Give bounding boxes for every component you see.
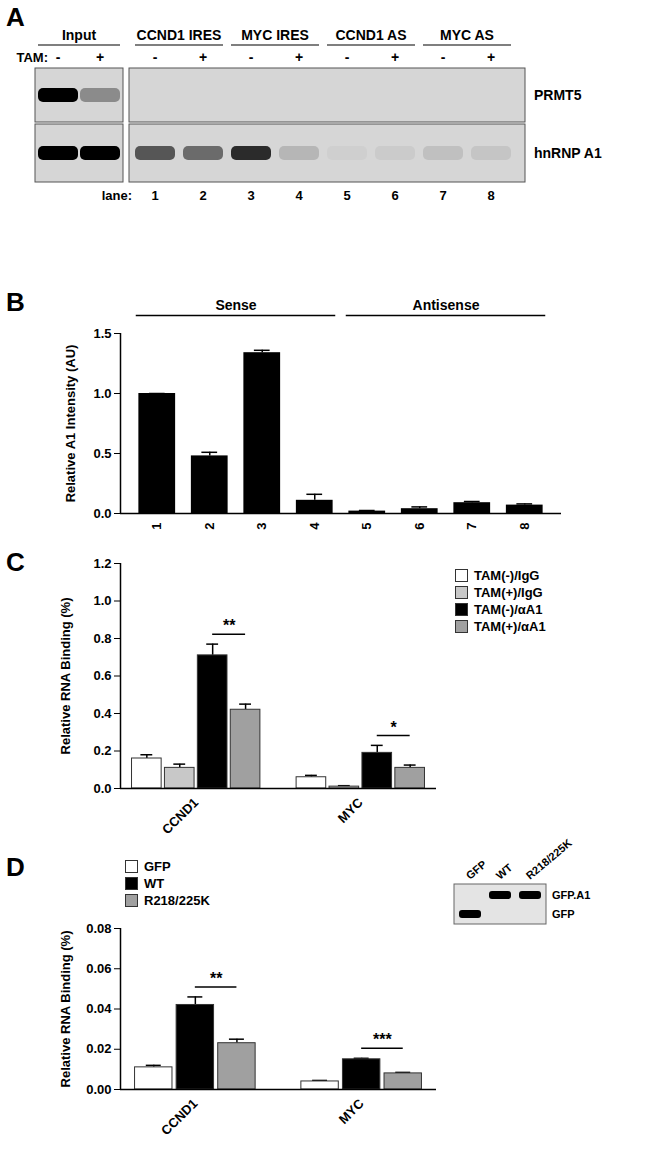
svg-text:TAM:: TAM: (16, 50, 48, 65)
svg-text:Relative RNA Binding (%): Relative RNA Binding (%) (58, 931, 73, 1088)
svg-text:Antisense: Antisense (413, 297, 480, 313)
svg-text:MYC IRES: MYC IRES (241, 27, 309, 43)
svg-text:lane:: lane: (102, 188, 132, 203)
svg-text:***: *** (373, 1031, 392, 1048)
svg-text:7: 7 (464, 523, 479, 530)
html-text:TAM(-)/αA1: TAM(-)/αA1 (474, 602, 543, 617)
svg-text:0.6: 0.6 (93, 668, 111, 683)
svg-text:2: 2 (199, 188, 206, 203)
svg-text:+: + (295, 49, 303, 65)
svg-text:0.8: 0.8 (93, 631, 111, 646)
svg-text:GFP.A1: GFP.A1 (552, 889, 590, 901)
svg-text:1: 1 (149, 523, 164, 530)
svg-text:-: - (249, 49, 254, 65)
svg-text:4: 4 (307, 522, 322, 530)
svg-text:8: 8 (517, 523, 532, 530)
svg-text:**: ** (210, 970, 223, 987)
svg-text:-: - (153, 49, 158, 65)
svg-text:GFP: GFP (552, 908, 575, 920)
svg-text:MYC: MYC (336, 1095, 367, 1126)
html-text:GFP: GFP (144, 859, 171, 874)
svg-text:0.5: 0.5 (93, 446, 111, 461)
svg-text:3: 3 (247, 188, 254, 203)
svg-text:0.04: 0.04 (86, 1001, 112, 1016)
svg-text:0.0: 0.0 (93, 506, 111, 521)
svg-text:GFP: GFP (464, 858, 489, 882)
svg-text:0.2: 0.2 (93, 743, 111, 758)
svg-text:Relative RNA Binding (%): Relative RNA Binding (%) (58, 598, 73, 755)
html-text:B: B (6, 287, 25, 317)
svg-text:R218/225K: R218/225K (524, 837, 574, 882)
svg-text:*: * (391, 718, 398, 735)
svg-text:-: - (56, 49, 61, 65)
html-text:A: A (6, 2, 25, 32)
svg-text:0.4: 0.4 (93, 706, 112, 721)
html-text:TAM(+)/αA1: TAM(+)/αA1 (474, 619, 546, 634)
svg-text:MYC: MYC (335, 794, 366, 825)
svg-text:Input: Input (62, 27, 97, 43)
html-text:D: D (6, 852, 25, 882)
svg-text:0.00: 0.00 (86, 1082, 111, 1097)
svg-text:+: + (199, 49, 207, 65)
svg-text:0.06: 0.06 (86, 961, 111, 976)
svg-text:1.0: 1.0 (93, 386, 111, 401)
svg-text:hnRNP A1: hnRNP A1 (534, 145, 602, 161)
svg-text:8: 8 (487, 188, 494, 203)
svg-text:-: - (441, 49, 446, 65)
svg-text:PRMT5: PRMT5 (534, 87, 582, 103)
svg-text:CCND1 IRES: CCND1 IRES (137, 27, 222, 43)
svg-text:3: 3 (254, 523, 269, 530)
svg-text:7: 7 (439, 188, 446, 203)
svg-text:1.0: 1.0 (93, 593, 111, 608)
svg-text:+: + (487, 49, 495, 65)
svg-text:2: 2 (202, 523, 217, 530)
svg-text:5: 5 (343, 188, 350, 203)
svg-text:Relative A1 Intensity (AU): Relative A1 Intensity (AU) (63, 345, 78, 503)
svg-text:1.5: 1.5 (93, 326, 111, 341)
svg-text:1.2: 1.2 (93, 556, 111, 571)
html-text:R218/225K: R218/225K (144, 893, 210, 908)
svg-text:+: + (96, 49, 104, 65)
html-text:C: C (6, 547, 25, 577)
svg-text:5: 5 (359, 523, 374, 530)
svg-text:**: ** (223, 617, 236, 634)
html-text:TAM(-)/IgG: TAM(-)/IgG (474, 568, 540, 583)
svg-text:4: 4 (295, 188, 303, 203)
svg-text:CCND1: CCND1 (158, 1096, 200, 1138)
svg-text:6: 6 (412, 523, 427, 530)
svg-text:1: 1 (151, 188, 158, 203)
svg-text:CCND1: CCND1 (159, 795, 201, 837)
svg-text:0.0: 0.0 (93, 781, 111, 796)
svg-text:WT: WT (494, 861, 515, 881)
svg-text:+: + (391, 49, 399, 65)
html-text:WT: WT (144, 876, 165, 891)
svg-text:Sense: Sense (215, 297, 256, 313)
svg-text:0.08: 0.08 (86, 921, 111, 936)
svg-text:0.02: 0.02 (86, 1041, 111, 1056)
svg-text:-: - (345, 49, 350, 65)
svg-text:MYC AS: MYC AS (440, 27, 494, 43)
svg-text:CCND1 AS: CCND1 AS (335, 27, 406, 43)
html-text:TAM(+)/IgG: TAM(+)/IgG (474, 585, 543, 600)
svg-text:6: 6 (391, 188, 398, 203)
